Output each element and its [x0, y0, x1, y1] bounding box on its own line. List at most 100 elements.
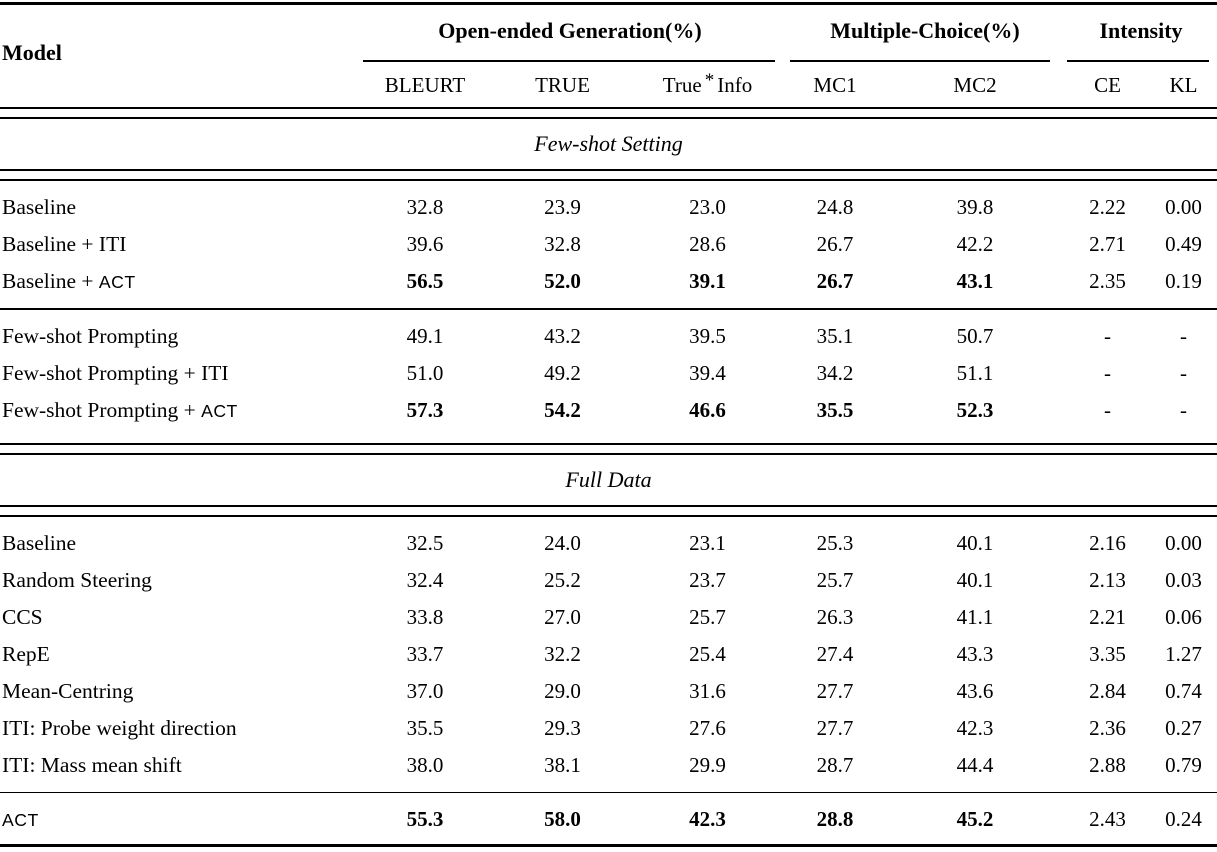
value-cell: 27.7	[816, 715, 854, 740]
value-cell: 0.79	[1165, 752, 1202, 777]
value-cell: 26.3	[816, 604, 854, 629]
value-cell: 38.0	[406, 752, 444, 777]
value-cell: 27.6	[689, 715, 726, 740]
value-cell: 23.0	[689, 195, 726, 219]
value-cell: 52.3	[956, 397, 994, 422]
table-row: Baseline 32.5 24.0 23.1 25.3 40.1 2.16 0.00	[0, 525, 1217, 562]
model-name-cell: Baseline + ACT	[2, 269, 136, 293]
value-cell: 42.3	[956, 715, 994, 740]
value-cell: 44.4	[956, 752, 994, 777]
value-cell: 2.36	[1089, 715, 1126, 740]
value-cell: 39.1	[689, 269, 726, 293]
group-header-multiple-choice: Multiple-Choice(%)	[830, 18, 1020, 43]
model-name-cell: Random Steering	[2, 567, 152, 592]
model-name-cell: ITI: Mass mean shift	[2, 752, 182, 777]
value-cell: 33.7	[406, 641, 444, 666]
value-cell: 0.19	[1165, 269, 1202, 293]
model-name-cell: ACT	[0, 807, 355, 832]
value-cell: 49.1	[406, 323, 444, 348]
column-subheader-row: BLEURT TRUE True * Info MC1 MC2 CE KL	[0, 63, 1217, 107]
subheader-mc2: MC2	[953, 72, 997, 97]
value-cell: -	[1180, 397, 1187, 422]
value-cell: 25.4	[689, 641, 726, 666]
subheader-bleurt: BLEURT	[384, 72, 466, 97]
value-cell: 35.5	[816, 397, 854, 422]
value-cell: 50.7	[956, 323, 994, 348]
value-cell: 29.0	[544, 678, 581, 703]
table-row: Few-shot Prompting + ACT 57.3 54.2 46.6 35.5…	[0, 392, 1217, 429]
value-cell: 28.6	[689, 232, 726, 256]
value-cell: 37.0	[406, 678, 444, 703]
value-cell: 42.3	[689, 807, 726, 831]
act-smallcaps-label: ACT	[98, 272, 136, 292]
table-row: RepE 33.7 32.2 25.4 27.4 43.3 3.35 1.27	[0, 636, 1217, 673]
value-cell: 39.6	[406, 232, 444, 256]
table-row: Few-shot Prompting + ITI 51.0 49.2 39.4 34.2…	[0, 355, 1217, 392]
act-smallcaps-label: ACT	[2, 810, 39, 830]
value-cell: 3.35	[1089, 641, 1126, 666]
table-row: ITI: Probe weight direction 35.5 29.3 27.6 2…	[0, 710, 1217, 747]
value-cell: 2.13	[1089, 567, 1126, 592]
subheader-kl: KL	[1169, 72, 1198, 97]
section-bottom-double-rule	[0, 504, 1217, 517]
section-top-double-rule	[0, 107, 1217, 119]
value-cell: -	[1104, 397, 1111, 422]
value-cell: 43.1	[956, 269, 994, 293]
value-cell: 45.2	[956, 807, 994, 831]
value-cell: 23.9	[544, 195, 581, 219]
table-row: ITI: Mass mean shift 38.0 38.1 29.9 28.7 44.4…	[0, 747, 1217, 784]
section-top-double-rule	[0, 442, 1217, 455]
model-name-cell: Few-shot Prompting + ITI	[2, 360, 229, 385]
value-cell: 0.27	[1165, 715, 1202, 740]
subheader-true: TRUE	[535, 72, 590, 97]
table-row: Baseline 32.8 23.9 23.0 24.8 39.8 2.22 0.00	[0, 189, 1217, 226]
value-cell: 52.0	[544, 269, 581, 293]
value-cell: 33.8	[406, 604, 444, 629]
value-cell: 0.00	[1165, 530, 1202, 555]
table-row: Random Steering 32.4 25.2 23.7 25.7 40.1 2.13 0…	[0, 562, 1217, 599]
bottom-rule	[0, 844, 1217, 847]
subheader-ce: CE	[1094, 72, 1121, 97]
row-group: Baseline 32.8 23.9 23.0 24.8 39.8 2.22 0.00 Base…	[0, 181, 1217, 308]
model-name-cell: Baseline + ITI	[2, 232, 127, 256]
table-row: Mean-Centring 37.0 29.0 31.6 27.7 43.6 2.84 0.7…	[0, 673, 1217, 710]
value-cell: 40.1	[956, 530, 994, 555]
value-cell: 27.7	[816, 678, 854, 703]
value-cell: -	[1180, 323, 1187, 348]
value-cell: 54.2	[544, 397, 581, 422]
model-name-cell: ITI: Probe weight direction	[2, 715, 237, 740]
table-row: Baseline + ITI 39.6 32.8 28.6 26.7 42.2 2.71 0.…	[0, 226, 1217, 263]
value-cell: 0.06	[1165, 604, 1202, 629]
act-smallcaps-label: ACT	[201, 400, 238, 421]
row-group: Baseline 32.5 24.0 23.1 25.3 40.1 2.16 0.00 Rand…	[0, 517, 1217, 792]
value-cell: 1.27	[1165, 641, 1202, 666]
value-cell: 32.8	[544, 232, 581, 256]
group-header-open-ended: Open-ended Generation(%)	[438, 18, 702, 43]
cmidrule-multiple-choice	[790, 60, 1050, 62]
value-cell: 0.03	[1165, 567, 1202, 592]
value-cell: 40.1	[956, 567, 994, 592]
value-cell: 2.21	[1089, 604, 1126, 629]
value-cell: 29.3	[544, 715, 581, 740]
value-cell: 24.8	[816, 195, 854, 219]
value-cell: 55.3	[406, 807, 444, 831]
section-bottom-double-rule	[0, 169, 1217, 181]
value-cell: 2.16	[1089, 530, 1126, 555]
value-cell: 31.6	[689, 678, 726, 703]
row-group: ACT 55.3 58.0 42.3 28.8 45.2 2.43 0.24	[0, 793, 1217, 844]
value-cell: 35.5	[406, 715, 444, 740]
value-cell: 41.1	[956, 604, 994, 629]
row-group-divider-rule	[0, 791, 1217, 793]
model-name-cell: Few-shot Prompting	[2, 323, 179, 348]
value-cell: 34.2	[816, 360, 854, 385]
value-cell: 46.6	[689, 397, 726, 422]
value-cell: 2.84	[1089, 678, 1126, 703]
value-cell: -	[1104, 360, 1111, 385]
value-cell: 2.71	[1089, 232, 1126, 256]
value-cell: 26.7	[816, 269, 854, 293]
value-cell: 25.7	[689, 604, 726, 629]
value-cell: 43.3	[956, 641, 994, 666]
value-cell: 42.2	[956, 232, 994, 256]
value-cell: 38.1	[544, 752, 581, 777]
